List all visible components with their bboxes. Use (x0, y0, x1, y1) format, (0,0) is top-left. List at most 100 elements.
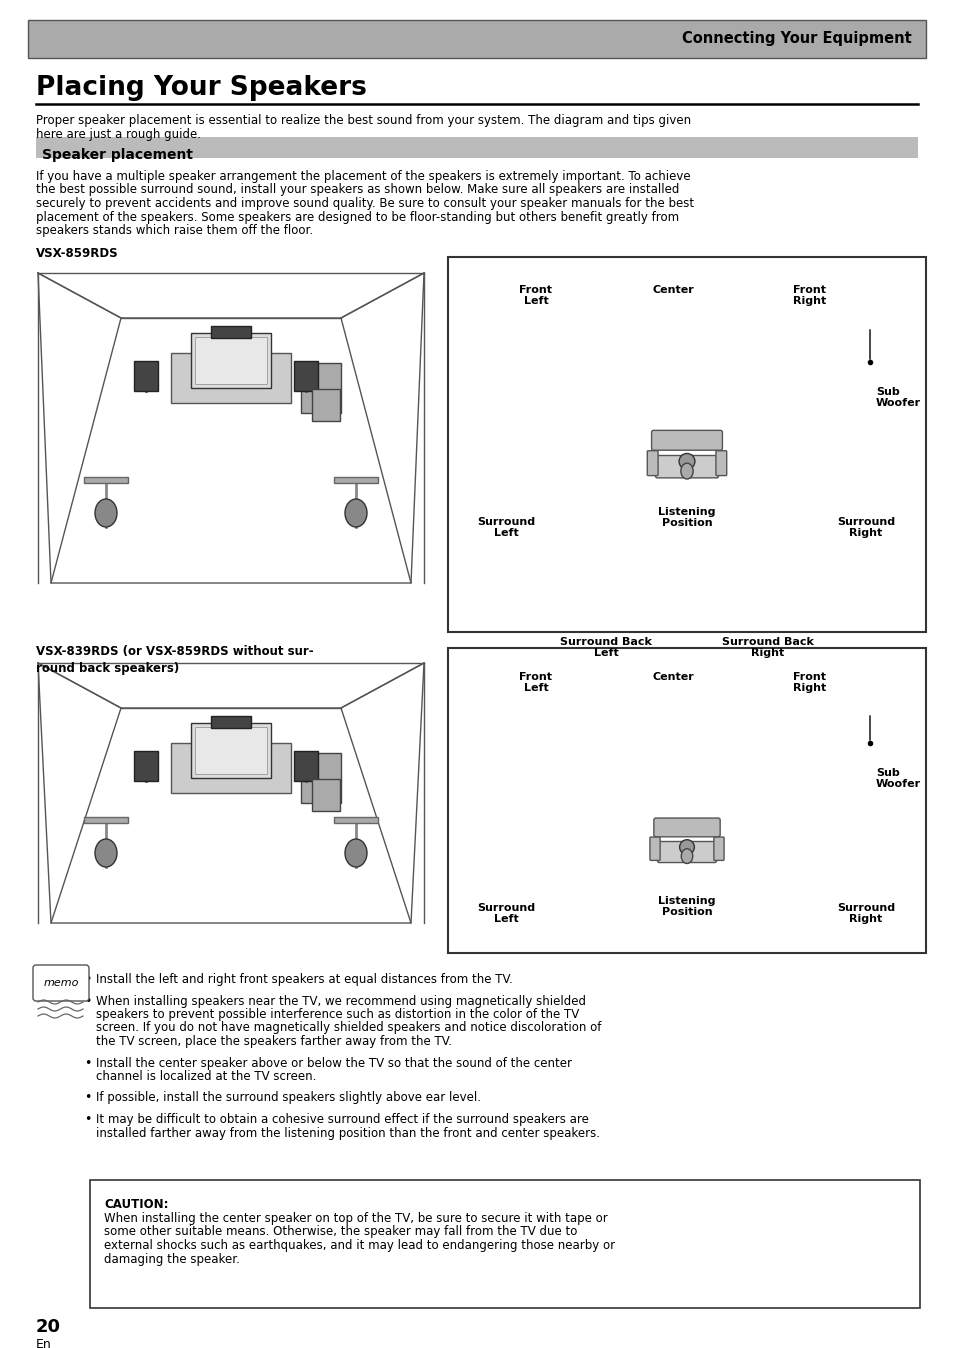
Bar (859, 321, 875, 342)
Bar (334, 817, 377, 824)
Bar (36, 137, 917, 158)
Bar (133, 361, 158, 391)
Bar (211, 716, 251, 728)
FancyBboxPatch shape (655, 456, 718, 477)
Text: placement of the speakers. Some speakers are designed to be floor-standing but o: placement of the speakers. Some speakers… (36, 210, 679, 224)
Text: Surround Back
Right: Surround Back Right (721, 638, 813, 658)
Bar (171, 353, 291, 403)
Bar (853, 453, 877, 481)
Bar (522, 697, 548, 729)
Ellipse shape (680, 464, 693, 479)
Bar (133, 751, 158, 780)
FancyBboxPatch shape (646, 450, 658, 476)
Bar (522, 311, 548, 342)
Ellipse shape (95, 838, 117, 867)
Text: Front
Right: Front Right (793, 673, 825, 693)
Bar (171, 743, 291, 793)
Bar (755, 573, 780, 601)
Text: •: • (84, 1092, 91, 1104)
Bar (594, 573, 618, 601)
Text: Surround
Right: Surround Right (836, 903, 894, 923)
Text: speakers stands which raise them off the floor.: speakers stands which raise them off the… (36, 224, 313, 237)
Bar (448, 257, 925, 632)
Text: Listening
Position: Listening Position (658, 507, 715, 528)
Text: external shocks such as earthquakes, and it may lead to endangering those nearby: external shocks such as earthquakes, and… (104, 1239, 615, 1252)
Bar (334, 477, 377, 483)
Text: Surround
Left: Surround Left (476, 518, 535, 538)
Text: Front
Left: Front Left (519, 284, 552, 306)
Bar (28, 20, 925, 58)
Text: If possible, install the surround speakers slightly above ear level.: If possible, install the surround speake… (96, 1092, 480, 1104)
FancyBboxPatch shape (649, 837, 659, 860)
Text: •: • (84, 973, 91, 985)
Bar (796, 697, 822, 729)
Text: Sub
Woofer: Sub Woofer (875, 387, 921, 408)
Bar (301, 754, 340, 803)
Text: Connecting Your Equipment: Connecting Your Equipment (681, 31, 911, 46)
Text: Proper speaker placement is essential to realize the best sound from your system: Proper speaker placement is essential to… (36, 115, 690, 127)
Text: Surround Back
Left: Surround Back Left (559, 638, 651, 658)
Bar (796, 311, 822, 342)
Text: Surround
Right: Surround Right (836, 518, 894, 538)
Text: Center: Center (652, 284, 693, 295)
Bar (194, 727, 267, 774)
Bar (312, 779, 339, 811)
Bar (661, 694, 683, 723)
Text: Center: Center (652, 673, 693, 682)
Text: When installing the center speaker on top of the TV, be sure to secure it with t: When installing the center speaker on to… (104, 1212, 607, 1225)
Bar (494, 453, 517, 481)
Bar (191, 333, 271, 388)
Circle shape (679, 840, 694, 855)
Text: here are just a rough guide.: here are just a rough guide. (36, 128, 201, 142)
Ellipse shape (680, 849, 692, 864)
Text: Install the center speaker above or below the TV so that the sound of the center: Install the center speaker above or belo… (96, 1057, 572, 1069)
Text: Listening
Position: Listening Position (658, 896, 715, 917)
FancyBboxPatch shape (657, 841, 716, 863)
Text: Front
Left: Front Left (519, 673, 552, 693)
Bar (211, 326, 251, 338)
Text: •: • (84, 995, 91, 1007)
Text: some other suitable means. Otherwise, the speaker may fall from the TV due to: some other suitable means. Otherwise, th… (104, 1225, 577, 1239)
Text: Install the left and right front speakers at equal distances from the TV.: Install the left and right front speaker… (96, 973, 512, 985)
FancyBboxPatch shape (653, 818, 720, 837)
Text: the best possible surround sound, install your speakers as shown below. Make sur: the best possible surround sound, instal… (36, 183, 679, 197)
Bar (194, 337, 267, 384)
Text: Placing Your Speakers: Placing Your Speakers (36, 75, 367, 101)
Ellipse shape (95, 499, 117, 527)
Ellipse shape (345, 838, 367, 867)
Bar (312, 390, 339, 421)
Text: speakers to prevent possible interference such as distortion in the color of the: speakers to prevent possible interferenc… (96, 1008, 578, 1020)
Bar (84, 817, 128, 824)
Bar (661, 307, 683, 336)
Text: the TV screen, place the speakers farther away from the TV.: the TV screen, place the speakers farthe… (96, 1035, 452, 1047)
Polygon shape (51, 708, 411, 923)
Polygon shape (51, 318, 411, 582)
Bar (294, 361, 317, 391)
Text: It may be difficult to obtain a cohesive surround effect if the surround speaker: It may be difficult to obtain a cohesive… (96, 1113, 588, 1126)
Text: Sub
Woofer: Sub Woofer (875, 768, 921, 789)
Ellipse shape (345, 499, 367, 527)
Text: Front
Right: Front Right (793, 284, 825, 306)
Text: installed farther away from the listening position than the front and center spe: installed farther away from the listenin… (96, 1127, 599, 1139)
Bar (294, 751, 317, 780)
Bar (90, 1180, 919, 1308)
FancyBboxPatch shape (715, 450, 726, 476)
Text: 20: 20 (36, 1318, 61, 1336)
Text: channel is localized at the TV screen.: channel is localized at the TV screen. (96, 1070, 316, 1082)
Bar (84, 477, 128, 483)
Text: If you have a multiple speaker arrangement the placement of the speakers is extr: If you have a multiple speaker arrangeme… (36, 170, 690, 183)
Text: When installing speakers near the TV, we recommend using magnetically shielded: When installing speakers near the TV, we… (96, 995, 585, 1007)
FancyBboxPatch shape (33, 965, 89, 1002)
Text: En: En (36, 1339, 51, 1348)
Text: •: • (84, 1113, 91, 1126)
Bar (859, 706, 875, 729)
Bar (494, 838, 517, 867)
Bar (301, 363, 340, 412)
Text: screen. If you do not have magnetically shielded speakers and notice discolorati: screen. If you do not have magnetically … (96, 1022, 600, 1034)
FancyBboxPatch shape (651, 430, 721, 450)
Circle shape (679, 453, 694, 469)
Text: Surround
Left: Surround Left (476, 903, 535, 923)
Text: •: • (84, 1057, 91, 1069)
Text: memo: memo (43, 979, 78, 988)
Bar (448, 648, 925, 953)
